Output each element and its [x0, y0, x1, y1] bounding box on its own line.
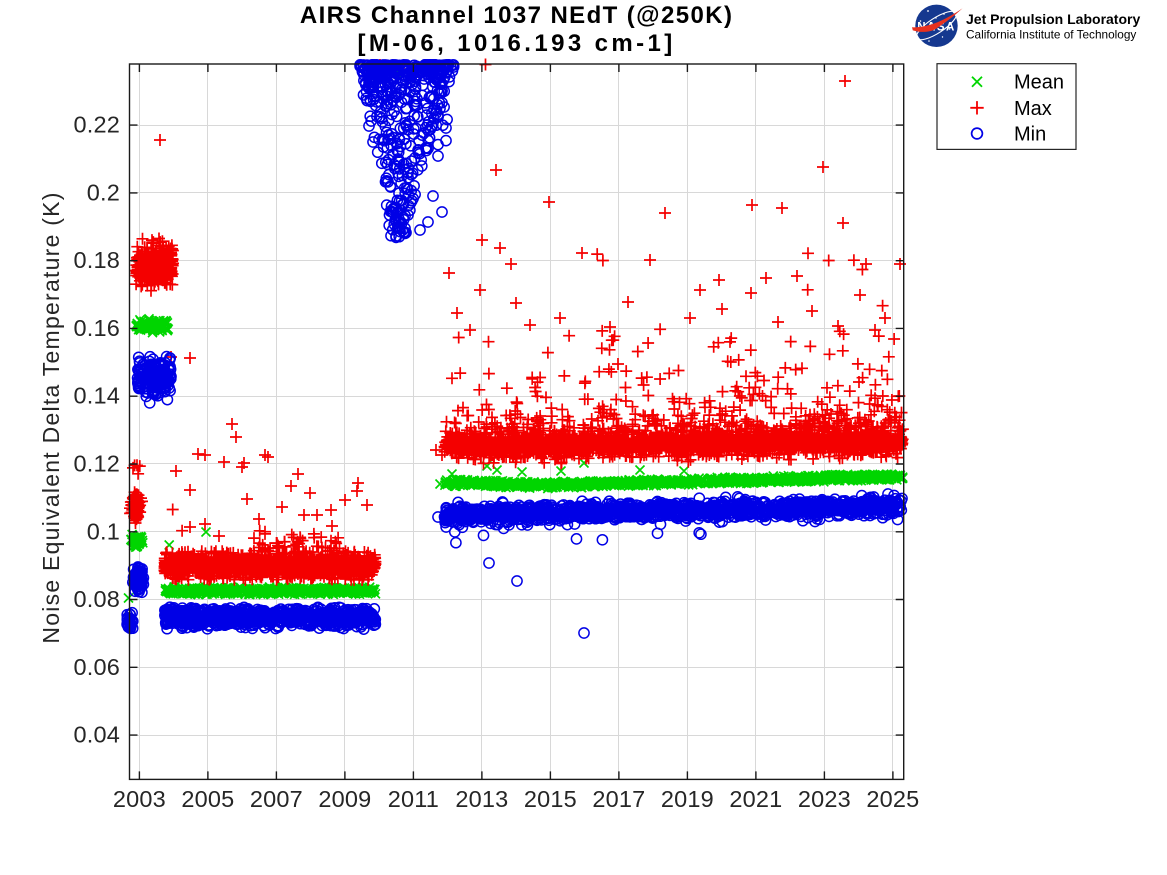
svg-text:0.04: 0.04	[73, 722, 120, 748]
svg-text:2021: 2021	[729, 786, 782, 812]
svg-text:Jet Propulsion Laboratory: Jet Propulsion Laboratory	[966, 11, 1140, 27]
svg-text:2011: 2011	[388, 786, 439, 812]
svg-text:2013: 2013	[455, 786, 508, 812]
svg-text:2025: 2025	[866, 786, 919, 812]
svg-text:0.2: 0.2	[87, 179, 120, 205]
svg-text:0.18: 0.18	[73, 247, 120, 273]
svg-text:Min: Min	[1014, 124, 1046, 146]
svg-text:0.08: 0.08	[73, 586, 120, 612]
svg-text:0.12: 0.12	[73, 451, 120, 477]
svg-text:Max: Max	[1014, 98, 1052, 120]
svg-text:Noise Equivalent Delta Tempera: Noise Equivalent Delta Temperature (K)	[38, 191, 64, 643]
svg-text:2019: 2019	[661, 786, 714, 812]
svg-text:AIRS Channel 1037 NEdT (@250K): AIRS Channel 1037 NEdT (@250K)	[300, 2, 734, 29]
svg-text:2005: 2005	[181, 786, 234, 812]
svg-text:[M-06, 1016.193 cm-1]: [M-06, 1016.193 cm-1]	[357, 30, 675, 57]
svg-text:0.22: 0.22	[73, 112, 120, 138]
svg-text:0.16: 0.16	[73, 315, 120, 341]
svg-text:2023: 2023	[798, 786, 851, 812]
svg-text:0.1: 0.1	[87, 518, 120, 544]
svg-text:Mean: Mean	[1014, 72, 1064, 94]
svg-text:California Institute of Techno: California Institute of Technology	[966, 28, 1136, 42]
svg-text:0.14: 0.14	[73, 383, 120, 409]
svg-text:2017: 2017	[592, 786, 645, 812]
svg-text:2003: 2003	[113, 786, 166, 812]
svg-text:2009: 2009	[318, 786, 371, 812]
svg-text:2015: 2015	[524, 786, 577, 812]
svg-text:2007: 2007	[250, 786, 303, 812]
svg-text:0.06: 0.06	[73, 654, 120, 680]
